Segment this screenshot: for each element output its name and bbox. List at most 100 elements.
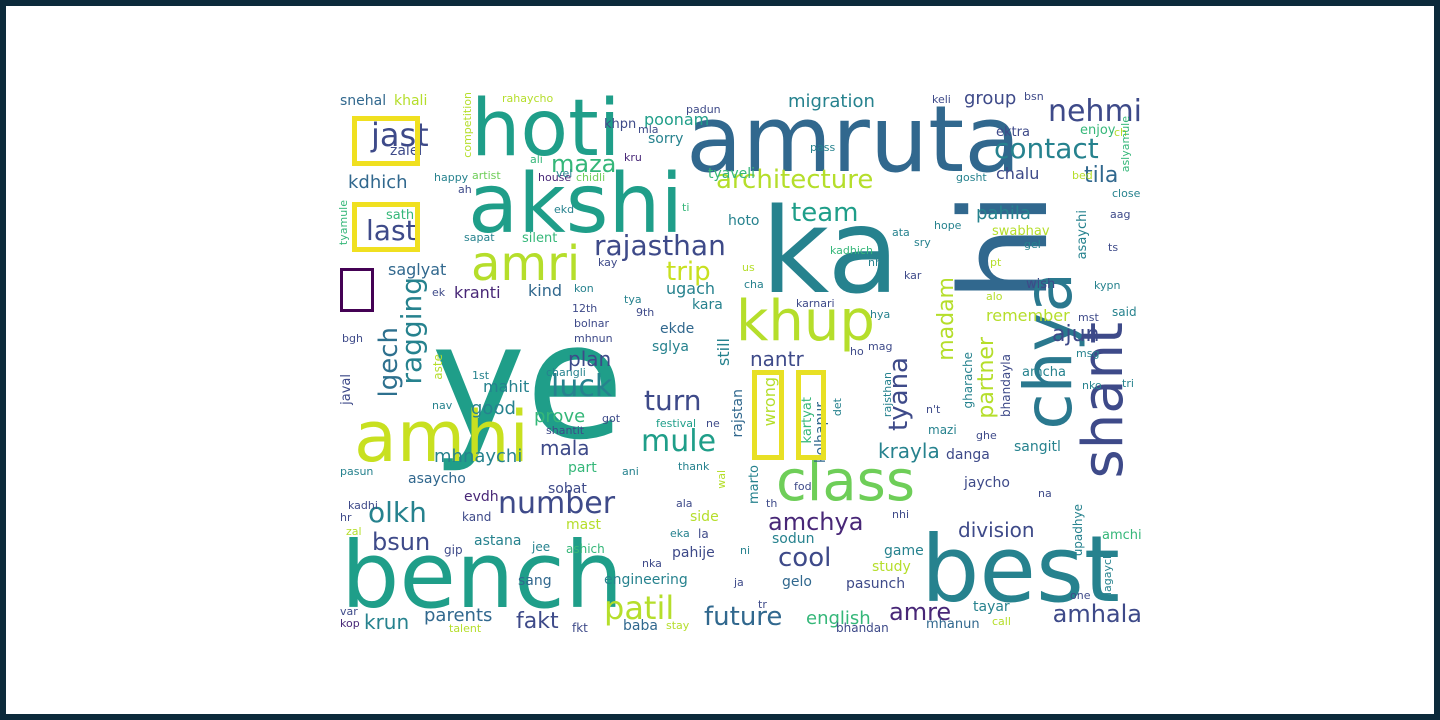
cloud-word: pt (990, 256, 1002, 269)
cloud-word: javal (339, 374, 354, 405)
cloud-word: karnari (796, 297, 835, 310)
cloud-word: group (964, 88, 1017, 109)
cloud-word: ajun (1052, 322, 1100, 347)
cloud-word: silent (522, 231, 558, 246)
cloud-word: got (602, 412, 621, 425)
cloud-word: mazi (928, 423, 957, 437)
cloud-word: mla (638, 123, 659, 136)
cloud-word: sapat (464, 231, 495, 244)
cloud-word: study (872, 559, 911, 575)
cloud-word: 1st (472, 369, 490, 382)
cloud-word: patil (604, 589, 675, 627)
cloud-word: kadhi (348, 499, 378, 512)
cloud-word: still (714, 338, 733, 366)
cloud-word: sglya (652, 339, 689, 355)
cloud-word: zal (346, 525, 362, 538)
cloud-word: asaychi (1075, 210, 1090, 260)
cloud-word: wal (715, 470, 728, 489)
cloud-word: ali (530, 153, 543, 166)
cloud-word: house (538, 171, 572, 184)
cloud-word: ka (761, 182, 900, 320)
cloud-word: architecture (716, 165, 874, 195)
cloud-word: amhala (1052, 600, 1142, 628)
cloud-word: ah (458, 183, 472, 196)
cloud-word: bolnar (574, 317, 610, 330)
glyph-box-mid-left (352, 202, 420, 252)
cloud-word: var (340, 605, 358, 618)
cloud-word: english (806, 608, 871, 629)
cloud-word: ti (682, 201, 690, 214)
cloud-word: amre (889, 598, 952, 626)
cloud-word: pahije (672, 545, 715, 561)
cloud-word: ektra (996, 125, 1030, 140)
cloud-word: trip (666, 257, 711, 287)
cloud-word: call (992, 615, 1011, 628)
cloud-word: nka (642, 557, 662, 570)
cloud-word: hope (934, 219, 962, 232)
cloud-word: plan (568, 347, 612, 371)
cloud-word: future (704, 602, 783, 632)
cloud-word: jaycho (964, 475, 1010, 491)
cloud-word: mhnaychi (434, 446, 523, 467)
cloud-word: pass (810, 141, 836, 154)
cloud-word: krun (364, 610, 410, 634)
glyph-box-center-right (796, 370, 826, 460)
cloud-word: festival (656, 417, 697, 430)
cloud-word: ts (1108, 241, 1119, 254)
cloud-word: amchya (768, 508, 864, 536)
cloud-word: ekd (554, 203, 575, 216)
cloud-word: fakt (516, 609, 559, 634)
cloud-word: bsun (372, 528, 431, 556)
cloud-word: sang (518, 573, 552, 589)
cloud-word: swabhav (992, 224, 1050, 239)
cloud-word: amcha (1022, 365, 1066, 380)
cloud-word: eka (670, 527, 690, 540)
cloud-word: gharache (961, 352, 975, 409)
cloud-word: amruta (686, 86, 1021, 193)
cloud-word: nko (1082, 379, 1102, 392)
cloud-word: close (1112, 187, 1141, 200)
cloud-word: cha (744, 278, 764, 291)
cloud-word: la (698, 527, 709, 541)
cloud-word: tayar (973, 599, 1010, 615)
cloud-word: aag (1110, 208, 1131, 221)
cloud-word: ashich (566, 542, 605, 556)
cloud-word: kind (528, 281, 563, 300)
cloud-word: enjoy (1080, 123, 1116, 138)
cloud-word: khpn (604, 117, 637, 132)
cloud-word: maza (551, 150, 617, 178)
cloud-word: kon (574, 282, 594, 295)
cloud-word: tya (624, 293, 642, 306)
cloud-word: kranti (454, 283, 501, 302)
cloud-word: kand (462, 510, 492, 524)
cloud-word: vel (556, 167, 573, 180)
cloud-word: astana (474, 533, 522, 549)
cloud-word: ye (431, 288, 625, 475)
cloud-word: competition (461, 92, 474, 158)
cloud-word: ja (734, 576, 744, 589)
cloud-word: 12th (572, 302, 598, 315)
cloud-word: keli (932, 93, 951, 106)
cloud-word: olkh (368, 496, 427, 529)
cloud-word: baba (623, 618, 658, 634)
cloud-word: changli (546, 366, 586, 379)
cloud-word: nh (868, 256, 882, 269)
cloud-word: lgech (374, 327, 404, 398)
cloud-word: rahaycho (502, 92, 554, 105)
cloud-word: madam (934, 277, 959, 361)
cloud-word: contact (994, 132, 1099, 165)
cloud-word: kara (692, 297, 723, 313)
cloud-word: sobat (548, 481, 587, 497)
cloud-word: shantit (546, 424, 585, 437)
cloud-word: marto (747, 465, 762, 505)
cloud-word: part (568, 460, 597, 476)
cloud-word: mahit (483, 377, 530, 396)
cloud-word: evdh (464, 489, 499, 505)
cloud-word: bhandan (836, 621, 889, 635)
cloud-word: hoti (471, 84, 621, 174)
cloud-word: bhandayla (999, 354, 1013, 417)
cloud-word: ekde (660, 321, 695, 337)
cloud-word: n't (926, 403, 941, 416)
cloud-word: rajstan (730, 389, 746, 438)
cloud-word: kop (340, 617, 360, 630)
